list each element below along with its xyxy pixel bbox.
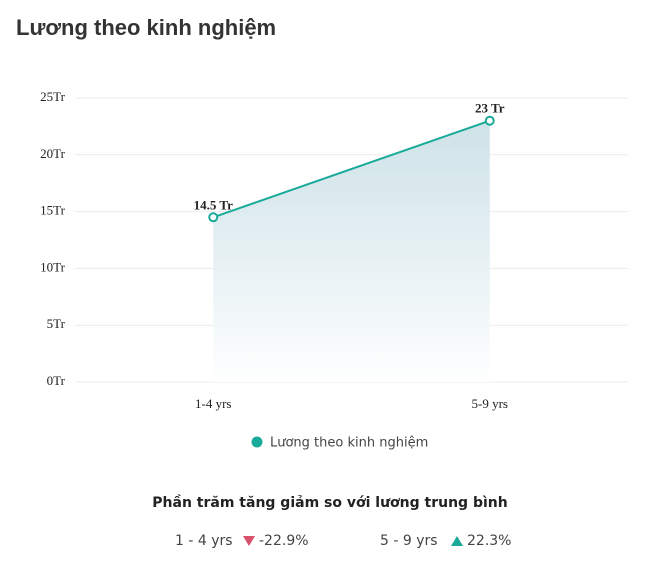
up-arrow <box>451 536 463 546</box>
y-tick-label: 10Tr <box>40 259 65 274</box>
data-label: 23 Tr <box>475 101 505 116</box>
x-tick-label: 5-9 yrs <box>472 396 508 411</box>
y-tick-label: 20Tr <box>40 146 65 161</box>
y-tick-label: 25Tr <box>40 89 65 104</box>
legend-label: Lương theo kinh nghiệm <box>270 436 428 451</box>
y-tick-label: 0Tr <box>47 373 66 388</box>
legend-marker <box>251 436 263 448</box>
x-tick-label: 1-4 yrs <box>195 396 231 411</box>
comparison-value: 22.3% <box>467 533 511 549</box>
line <box>212 119 491 219</box>
area <box>213 120 490 382</box>
y-tick-label: 15Tr <box>40 203 65 218</box>
chart-title: Lương theo kinh nghiệm <box>16 15 276 40</box>
y-tick-label: 5Tr <box>47 316 66 331</box>
point <box>208 212 219 223</box>
comparison-label: 5 - 9 yrs <box>380 533 438 549</box>
data-label: 14.5 Tr <box>194 197 233 212</box>
comparison-value: -22.9% <box>259 533 309 549</box>
comparison-title: Phần trăm tăng giảm so với lương trung b… <box>152 494 507 511</box>
down-arrow <box>243 536 255 546</box>
point <box>484 115 495 126</box>
comparison-label: 1 - 4 yrs <box>175 533 233 549</box>
